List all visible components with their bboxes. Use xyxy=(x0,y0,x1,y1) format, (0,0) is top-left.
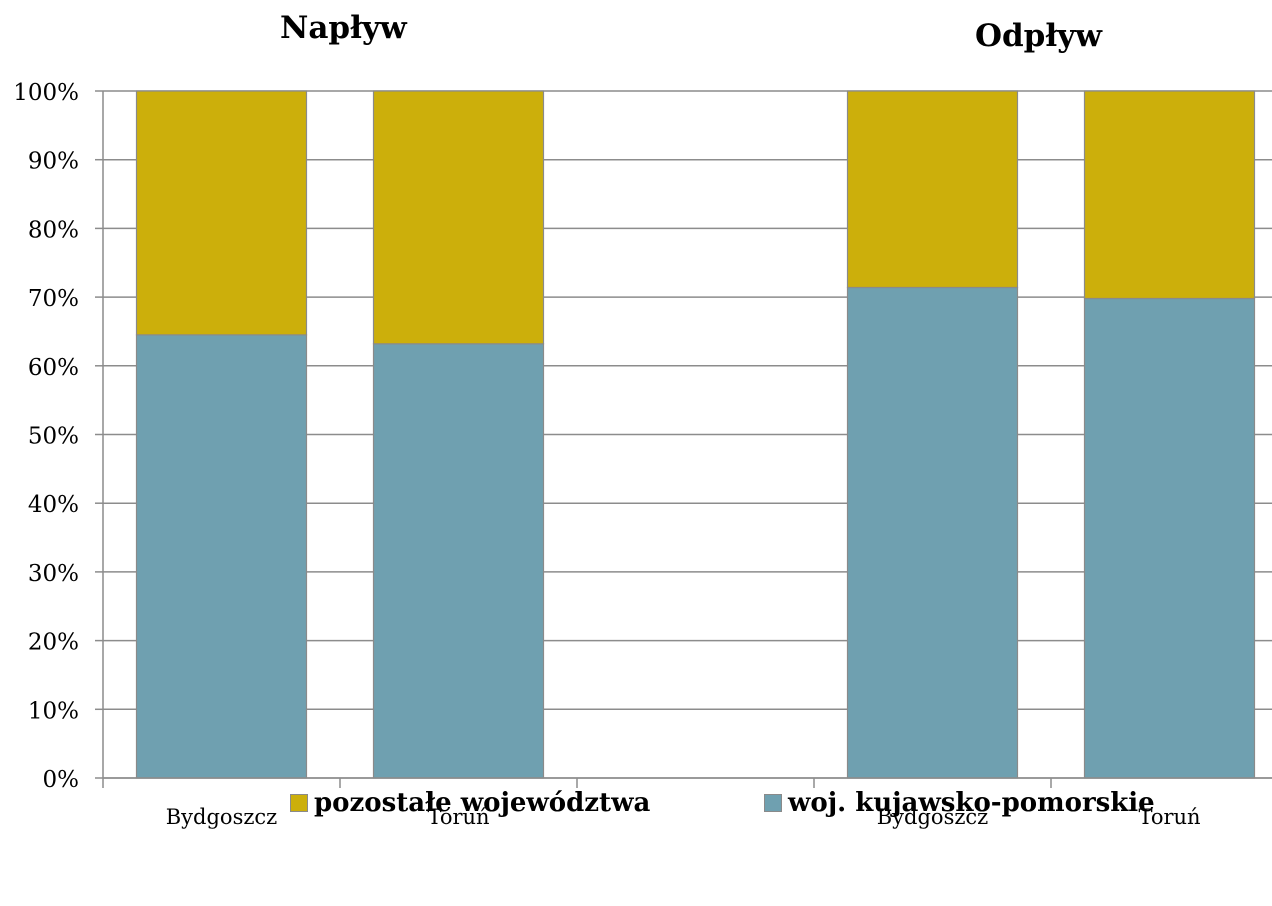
legend-label-kujawsko: woj. kujawsko-pomorskie xyxy=(788,788,1155,818)
y-tick-label: 60% xyxy=(28,355,79,381)
bar-segment-kujawsko-pomorskie xyxy=(1083,297,1256,779)
axes xyxy=(95,90,1272,788)
axis-labels: 0% 10% 20% 30% 40% 50% 60% 70% 80% 90% 100% Bydgosz… xyxy=(13,80,1200,829)
group-title-inflow: Napływ xyxy=(280,10,407,46)
bar-segment-pozostale xyxy=(135,90,308,336)
bar-segment-pozostale xyxy=(1083,90,1256,300)
bar-segment-kujawsko-pomorskie xyxy=(135,334,308,779)
bar-segment-pozostale xyxy=(372,90,545,345)
y-tick-label: 40% xyxy=(28,492,79,518)
x-tick-label: Toruń xyxy=(427,805,489,829)
y-tick-label: 10% xyxy=(28,698,79,724)
bar-segment-kujawsko-pomorskie xyxy=(846,286,1019,779)
legend-swatch-other xyxy=(290,794,308,812)
bars xyxy=(135,90,1256,779)
group-title-outflow: Odpływ xyxy=(975,18,1102,54)
bar-segment-pozostale xyxy=(846,90,1019,289)
y-tick-label: 0% xyxy=(43,767,80,793)
x-tick-label: Toruń xyxy=(1138,805,1200,829)
y-tick-label: 100% xyxy=(13,80,79,106)
legend-label-other: pozostałe województwa xyxy=(314,788,651,818)
legend-item-kujawsko-pomorskie: woj. kujawsko-pomorskie xyxy=(764,788,1155,818)
legend-item-other-voivodeships: pozostałe województwa xyxy=(290,788,650,818)
y-tick-label: 90% xyxy=(28,149,79,175)
x-tick-label: Bydgoszcz xyxy=(166,805,278,829)
y-tick-label: 20% xyxy=(28,630,79,656)
legend: pozostałe województwa woj. kujawsko-pomo… xyxy=(0,788,1272,828)
y-tick-label: 50% xyxy=(28,424,79,450)
y-tick-label: 80% xyxy=(28,217,79,243)
legend-swatch-kujawsko xyxy=(764,794,782,812)
y-tick-label: 30% xyxy=(28,561,79,587)
bar-segment-kujawsko-pomorskie xyxy=(372,343,545,779)
y-tick-label: 70% xyxy=(28,286,79,312)
x-tick-label: Bydgoszcz xyxy=(877,805,989,829)
